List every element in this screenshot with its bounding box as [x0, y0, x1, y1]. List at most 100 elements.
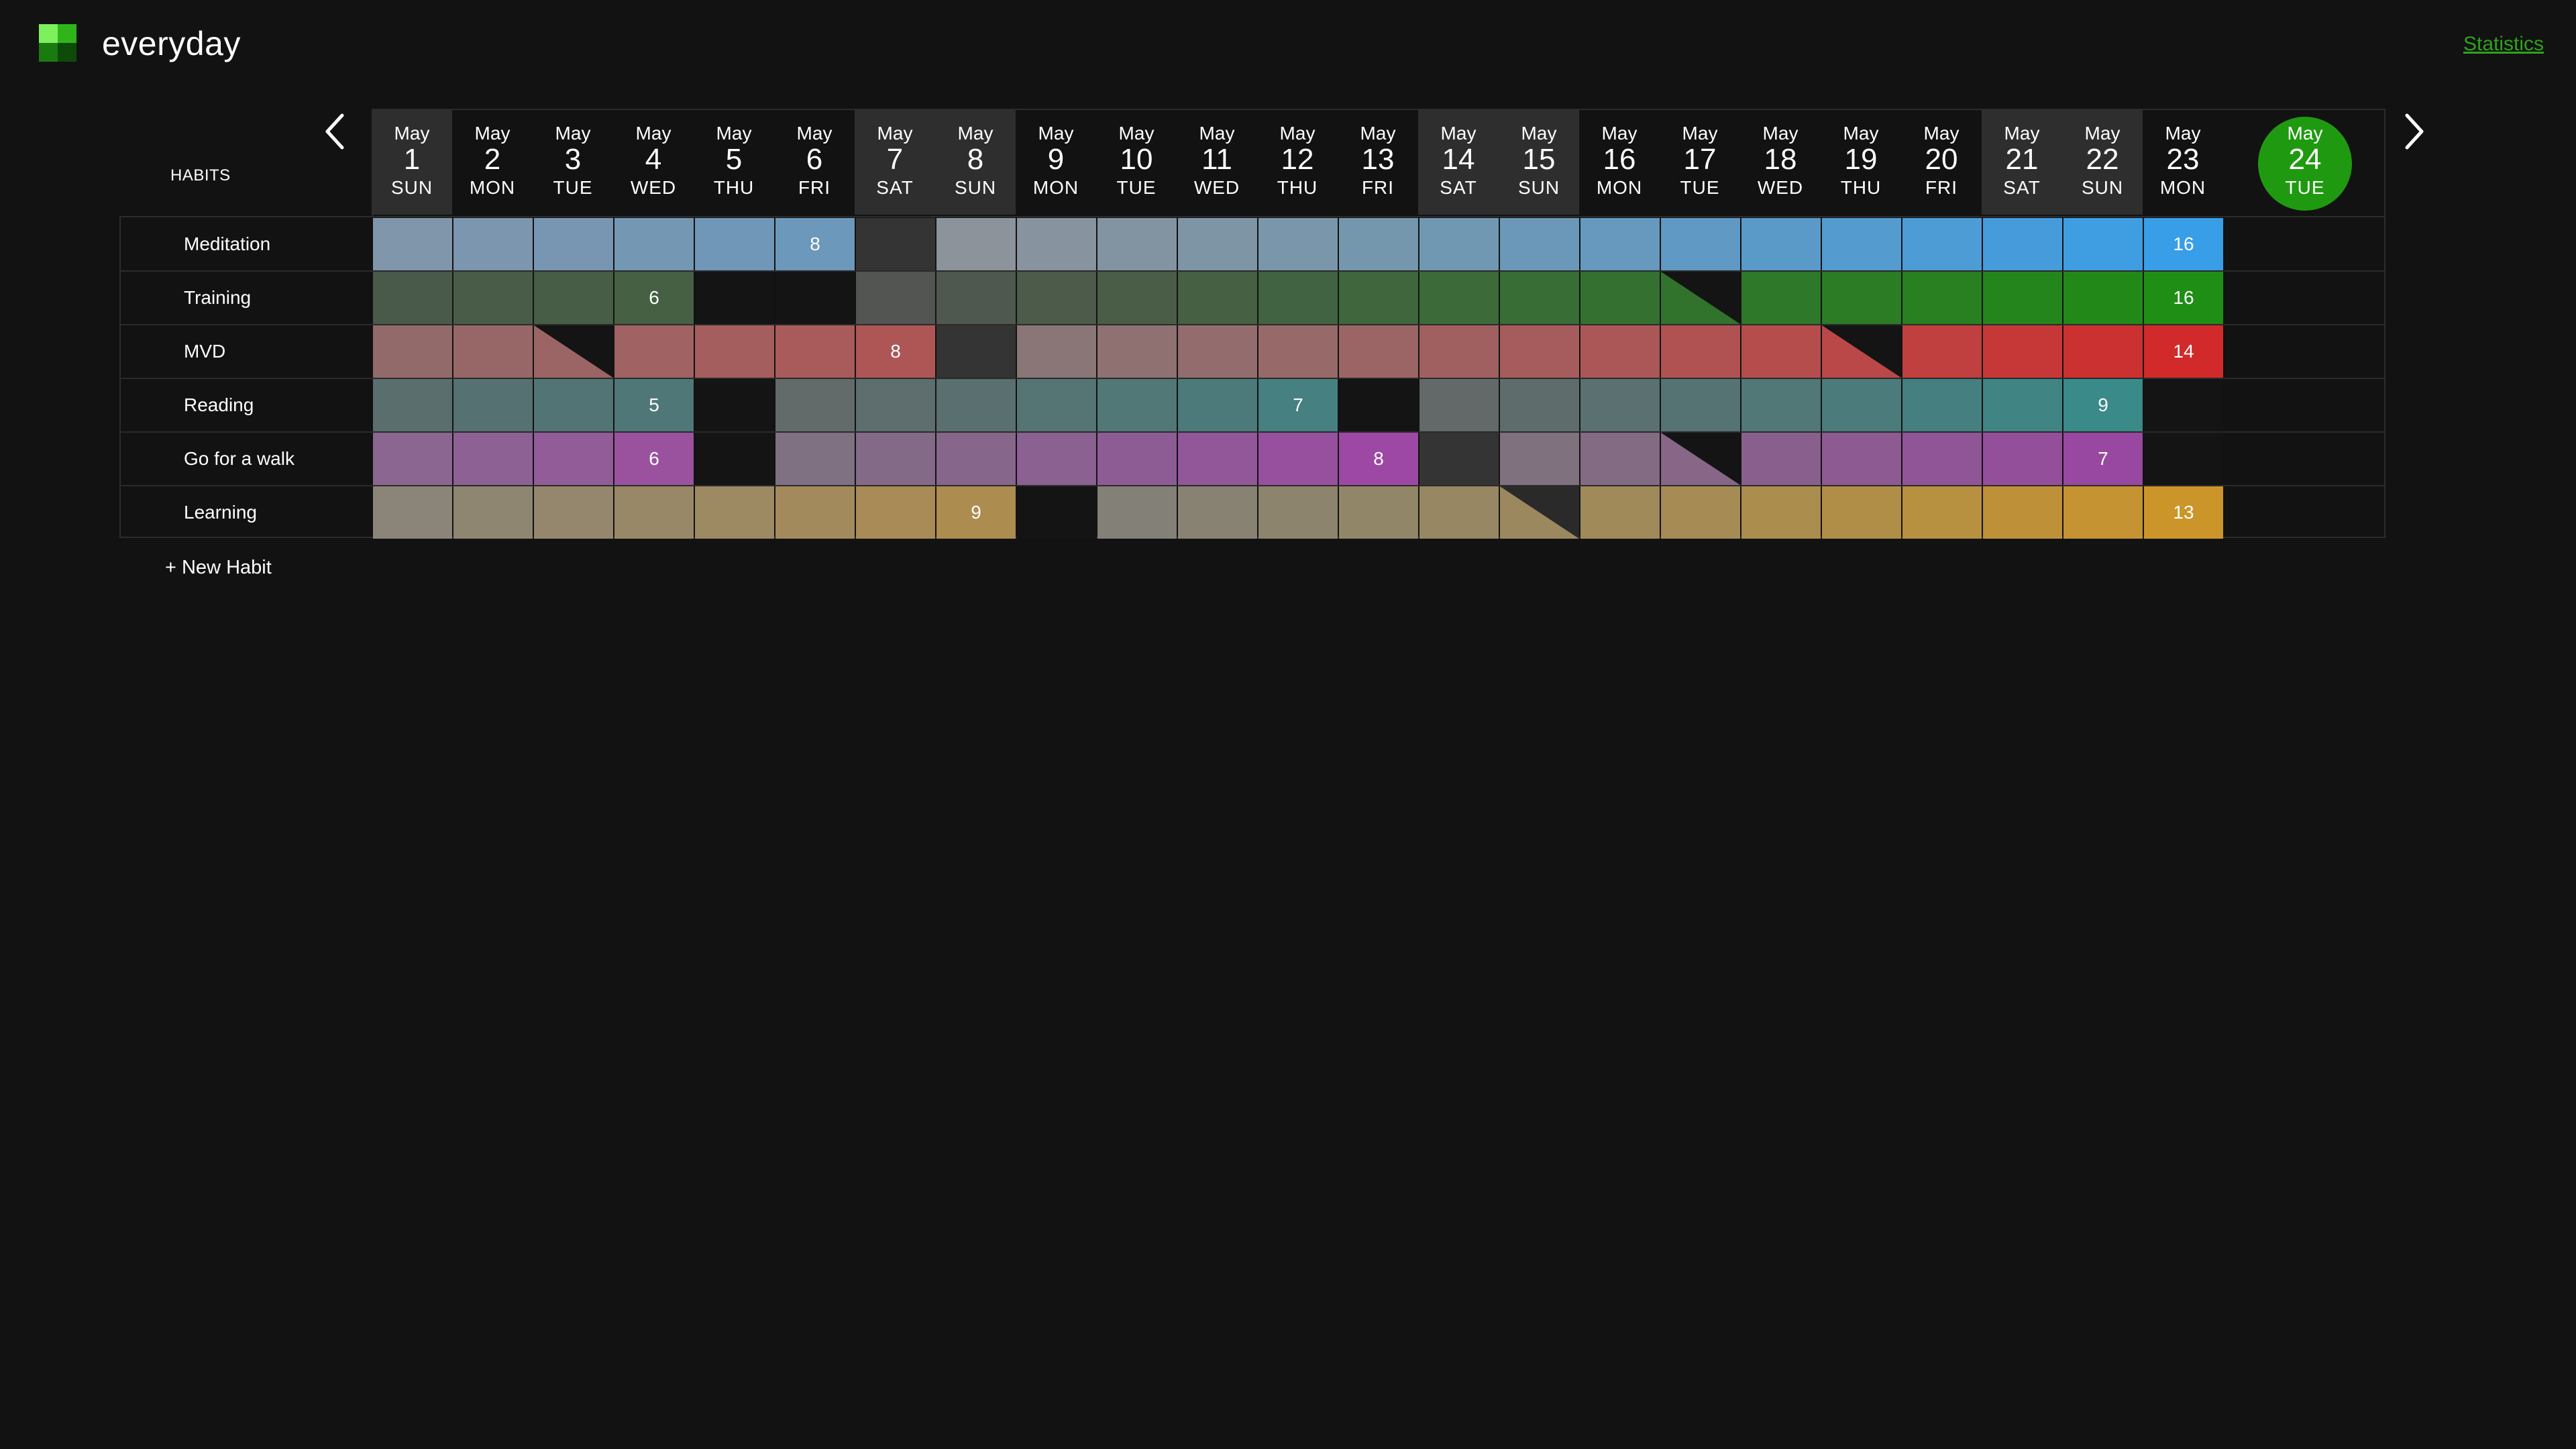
habit-day-cell[interactable]	[1178, 379, 1257, 431]
habit-day-cell[interactable]	[856, 486, 935, 539]
habit-day-cell[interactable]	[534, 325, 613, 378]
habit-day-cell[interactable]	[775, 325, 855, 378]
habit-day-cell[interactable]: 13	[2144, 486, 2223, 539]
habit-day-cell[interactable]	[534, 433, 613, 485]
habit-day-cell[interactable]	[2063, 486, 2143, 539]
habit-day-cell[interactable]	[1741, 325, 1821, 378]
habit-day-cell[interactable]	[856, 218, 935, 270]
habit-day-cell[interactable]: 8	[775, 218, 855, 270]
habit-day-cell[interactable]	[1741, 272, 1821, 324]
habit-day-cell[interactable]	[936, 272, 1016, 324]
habit-day-cell[interactable]	[2144, 433, 2223, 485]
habit-day-cell[interactable]	[936, 379, 1016, 431]
habit-day-cell[interactable]	[1500, 379, 1579, 431]
habit-day-cell[interactable]	[1017, 218, 1096, 270]
habit-day-cell[interactable]	[534, 218, 613, 270]
habit-day-cell[interactable]	[1097, 272, 1177, 324]
habit-day-cell[interactable]	[1097, 325, 1177, 378]
habit-day-cell[interactable]	[1580, 218, 1660, 270]
habit-day-cell[interactable]	[1258, 272, 1338, 324]
habit-day-cell[interactable]	[1822, 272, 1901, 324]
new-habit-button[interactable]: + New Habit	[165, 557, 272, 578]
habit-day-cell[interactable]	[1178, 325, 1257, 378]
habit-day-cell[interactable]	[1661, 325, 1740, 378]
habit-day-cell[interactable]	[1500, 272, 1579, 324]
habit-day-cell[interactable]	[1500, 433, 1579, 485]
habit-day-cell[interactable]	[1983, 218, 2062, 270]
habit-day-cell[interactable]	[1339, 325, 1418, 378]
habit-day-cell[interactable]	[936, 325, 1016, 378]
today-cell[interactable]	[2224, 486, 2384, 539]
today-cell[interactable]	[2224, 379, 2384, 431]
habit-day-cell[interactable]: 16	[2144, 218, 2223, 270]
habit-day-cell[interactable]	[1419, 218, 1499, 270]
habit-name[interactable]: Reading	[184, 394, 254, 415]
habit-day-cell[interactable]	[1661, 218, 1740, 270]
habit-day-cell[interactable]	[1178, 486, 1257, 539]
habit-name[interactable]: Meditation	[184, 233, 271, 254]
habit-day-cell[interactable]: 8	[1339, 433, 1418, 485]
habit-day-cell[interactable]	[1178, 218, 1257, 270]
habit-day-cell[interactable]	[1661, 433, 1740, 485]
habit-day-cell[interactable]	[1983, 433, 2062, 485]
habit-day-cell[interactable]	[2063, 272, 2143, 324]
habit-day-cell[interactable]	[775, 272, 855, 324]
today-cell[interactable]	[2224, 218, 2384, 270]
habit-day-cell[interactable]	[1661, 379, 1740, 431]
habit-day-cell[interactable]: 6	[614, 272, 694, 324]
habit-day-cell[interactable]: 7	[2063, 433, 2143, 485]
habit-day-cell[interactable]: 16	[2144, 272, 2223, 324]
habit-day-cell[interactable]	[1983, 379, 2062, 431]
habit-day-cell[interactable]	[1741, 486, 1821, 539]
habit-day-cell[interactable]	[856, 272, 935, 324]
habit-day-cell[interactable]	[1983, 486, 2062, 539]
habit-day-cell[interactable]	[695, 433, 774, 485]
habit-day-cell[interactable]	[1902, 325, 1982, 378]
habit-day-cell[interactable]	[373, 218, 452, 270]
habit-day-cell[interactable]	[1822, 486, 1901, 539]
today-cell[interactable]	[2224, 433, 2384, 485]
habit-day-cell[interactable]	[1017, 272, 1096, 324]
today-cell[interactable]	[2224, 325, 2384, 378]
habit-day-cell[interactable]	[1822, 325, 1901, 378]
habit-day-cell[interactable]	[1419, 486, 1499, 539]
today-cell[interactable]	[2224, 272, 2384, 324]
habit-name[interactable]: MVD	[184, 341, 226, 362]
habit-day-cell[interactable]	[453, 272, 533, 324]
habit-day-cell[interactable]	[1178, 433, 1257, 485]
habit-day-cell[interactable]	[695, 325, 774, 378]
today-date-circle[interactable]: May 24 TUE	[2258, 117, 2352, 211]
habit-day-cell[interactable]	[1741, 379, 1821, 431]
habit-day-cell[interactable]	[1822, 379, 1901, 431]
habit-day-cell[interactable]	[373, 379, 452, 431]
habit-day-cell[interactable]	[1902, 433, 1982, 485]
habit-day-cell[interactable]	[936, 433, 1016, 485]
habit-day-cell[interactable]	[1258, 486, 1338, 539]
habit-day-cell[interactable]	[1580, 325, 1660, 378]
habit-day-cell[interactable]	[1500, 486, 1579, 539]
habit-day-cell[interactable]	[1339, 486, 1418, 539]
habit-day-cell[interactable]	[1178, 272, 1257, 324]
habit-day-cell[interactable]	[1258, 325, 1338, 378]
habit-day-cell[interactable]	[614, 486, 694, 539]
habit-day-cell[interactable]: 7	[1258, 379, 1338, 431]
habit-day-cell[interactable]	[1419, 433, 1499, 485]
habit-day-cell[interactable]	[453, 325, 533, 378]
habit-day-cell[interactable]	[1017, 433, 1096, 485]
habit-day-cell[interactable]	[534, 272, 613, 324]
habit-day-cell[interactable]	[1902, 379, 1982, 431]
habit-name[interactable]: Go for a walk	[184, 448, 294, 469]
habit-day-cell[interactable]	[1500, 325, 1579, 378]
habit-day-cell[interactable]	[695, 218, 774, 270]
habit-day-cell[interactable]	[1339, 272, 1418, 324]
habit-day-cell[interactable]	[1339, 379, 1418, 431]
habit-day-cell[interactable]	[936, 218, 1016, 270]
statistics-link[interactable]: Statistics	[2463, 33, 2544, 55]
habit-day-cell[interactable]	[1017, 325, 1096, 378]
habit-day-cell[interactable]	[1017, 486, 1096, 539]
habit-day-cell[interactable]	[453, 433, 533, 485]
habit-day-cell[interactable]	[856, 379, 935, 431]
habit-day-cell[interactable]	[453, 379, 533, 431]
habit-day-cell[interactable]	[534, 486, 613, 539]
habit-day-cell[interactable]	[1902, 218, 1982, 270]
